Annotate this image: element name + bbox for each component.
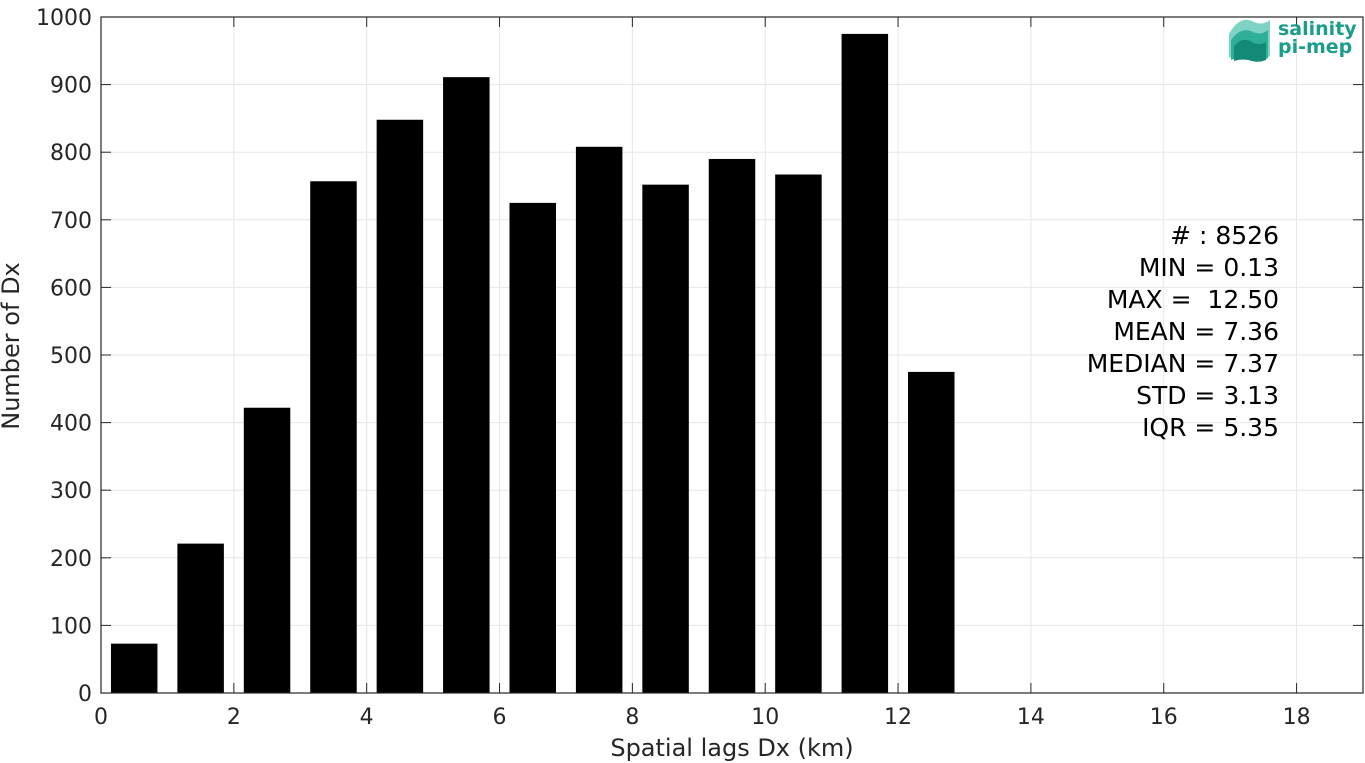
x-tick-label: 2 [227,705,241,730]
stat-min: MIN = 0.13 [1139,253,1279,282]
bar [243,407,291,693]
bar [177,543,224,693]
bar [310,181,357,693]
bar [110,643,158,693]
y-tick-label: 500 [50,344,92,369]
bar [775,174,822,693]
x-tick-label: 18 [1283,705,1311,730]
x-axis-label: Spatial lags Dx (km) [610,734,853,762]
y-tick-label: 600 [50,276,92,301]
x-tick-label: 6 [493,705,507,730]
y-tick-label: 1000 [36,6,92,31]
x-tick-label: 14 [1017,705,1045,730]
logo-text-line2: pi-mep [1278,36,1352,58]
bar [376,119,424,693]
x-tick-label: 16 [1150,705,1178,730]
y-axis-label: Number of Dx [0,262,25,429]
y-tick-label: 200 [50,547,92,572]
bar [642,184,689,693]
bar [575,146,623,694]
statistics-annotation: # : 8526 MIN = 0.13 MAX = 12.50 MEAN = 7… [1087,221,1279,442]
logo-text-line1: salinity [1278,18,1357,40]
y-tick-label: 800 [50,141,92,166]
x-tick-label: 10 [751,705,779,730]
bar [708,158,756,693]
bar [509,202,556,693]
logo-wave-icon [1229,19,1270,62]
stat-median: MEDIAN = 7.37 [1087,349,1279,378]
x-tick-label: 0 [94,705,108,730]
x-tick-label: 4 [360,705,374,730]
stat-mean: MEAN = 7.36 [1113,317,1279,346]
stat-iqr: IQR = 5.35 [1142,413,1279,442]
stat-count: # : 8526 [1170,221,1279,250]
salinity-pimep-logo: salinity pi-mep [1229,18,1357,62]
tick-labels: 0 2 4 6 8 10 12 14 16 18 0 100 200 300 400 500 600 700 800… [36,6,1311,730]
y-tick-label: 400 [50,412,92,437]
bar [443,77,490,693]
bar [908,371,955,693]
y-tick-label: 300 [50,479,92,504]
y-tick-label: 700 [50,209,92,234]
bar [841,33,889,693]
axes [100,16,1364,694]
y-tick-label: 0 [78,682,92,707]
bars [110,33,955,694]
stat-std: STD = 3.13 [1136,381,1279,410]
x-tick-label: 8 [625,705,639,730]
y-tick-label: 900 [50,74,92,99]
x-tick-label: 12 [884,705,912,730]
y-tick-label: 100 [50,614,92,639]
stat-max: MAX = 12.50 [1107,285,1279,314]
